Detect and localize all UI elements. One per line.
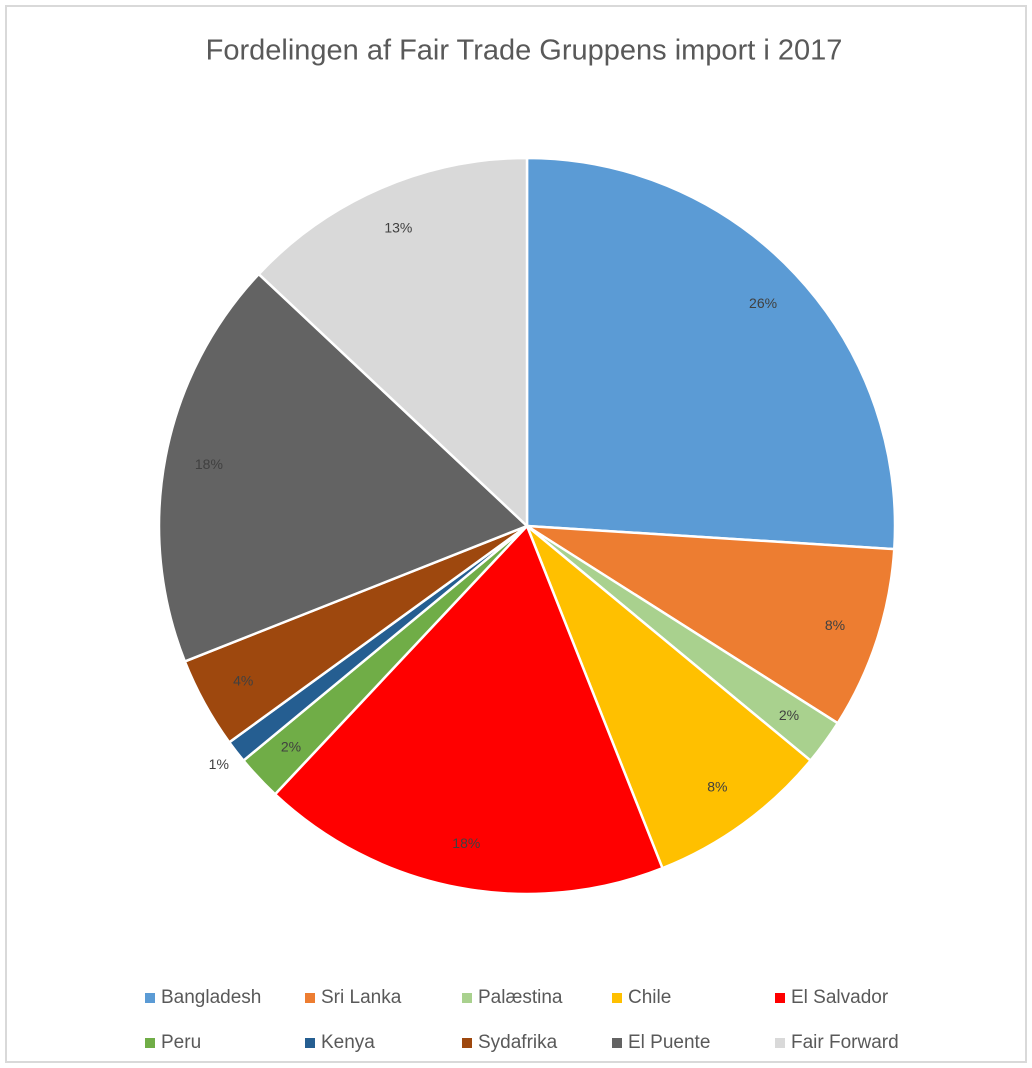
legend-label: Sydafrika [478,1032,558,1053]
legend-label: Peru [161,1032,201,1053]
pie-slice [256,156,529,529]
data-label: 1% [209,756,229,772]
legend-marker [612,993,622,1003]
pie-slice [525,525,813,870]
legend-marker [775,993,785,1003]
legend-marker [462,993,472,1003]
data-label: 18% [195,456,223,472]
pie-slice [525,156,897,551]
legend-label: El Puente [628,1032,710,1053]
legend-marker [305,1038,315,1048]
legend-label: El Salvador [791,987,889,1008]
legend-label: Kenya [321,1032,375,1053]
legend-label: Chile [628,987,671,1008]
data-label: 18% [452,835,480,851]
legend-marker [305,993,315,1003]
legend-label: Sri Lanka [321,987,402,1008]
legend-marker [145,1038,155,1048]
legend-marker [775,1038,785,1048]
data-label: 8% [707,779,727,795]
legend-marker [462,1038,472,1048]
data-label: 2% [281,738,301,754]
data-label: 26% [749,295,777,311]
data-label: 2% [779,707,799,723]
legend-marker [145,993,155,1003]
pie-slice [273,523,665,896]
pie-slice [526,524,896,725]
legend-label: Bangladesh [161,987,261,1008]
legend-label: Fair Forward [791,1032,899,1053]
legend-marker [612,1038,622,1048]
pie-slice [157,272,530,664]
legend-label: Palæstina [478,987,563,1008]
chart-title: Fordelingen af Fair Trade Gruppens impor… [206,35,843,67]
data-label: 4% [233,673,253,689]
data-label: 13% [384,219,412,235]
data-label: 8% [825,617,845,633]
